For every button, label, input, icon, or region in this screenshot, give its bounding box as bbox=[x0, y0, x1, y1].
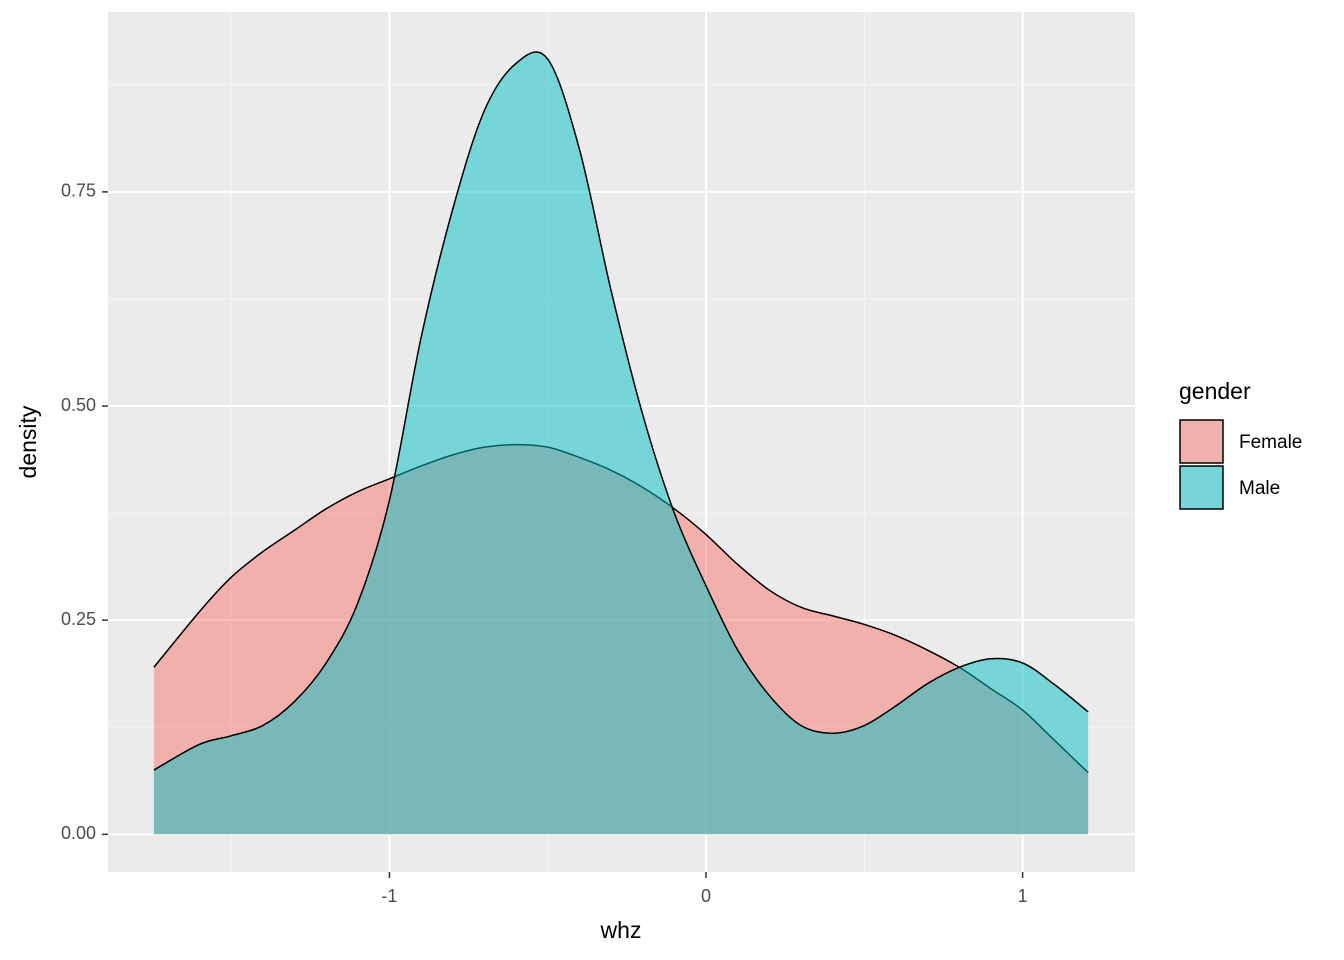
x-axis-title: whz bbox=[600, 917, 642, 943]
legend-key bbox=[1179, 419, 1224, 464]
density-area bbox=[153, 51, 1089, 835]
x-tick-label: 0 bbox=[701, 886, 711, 906]
legend-label: Female bbox=[1239, 432, 1302, 453]
y-tick-label: 0.25 bbox=[61, 609, 96, 629]
density-line bbox=[153, 51, 1089, 771]
x-tick-label: 1 bbox=[1018, 886, 1028, 906]
y-axis-title: density bbox=[15, 405, 41, 478]
y-tick-label: 0.50 bbox=[61, 395, 96, 415]
legend-title: gender bbox=[1179, 378, 1251, 404]
y-tick-label: 0.75 bbox=[61, 181, 96, 201]
y-tick-label: 0.00 bbox=[61, 823, 96, 843]
legend-key bbox=[1179, 465, 1224, 510]
legend-label: Male bbox=[1239, 478, 1280, 499]
x-tick-label: -1 bbox=[381, 886, 397, 906]
